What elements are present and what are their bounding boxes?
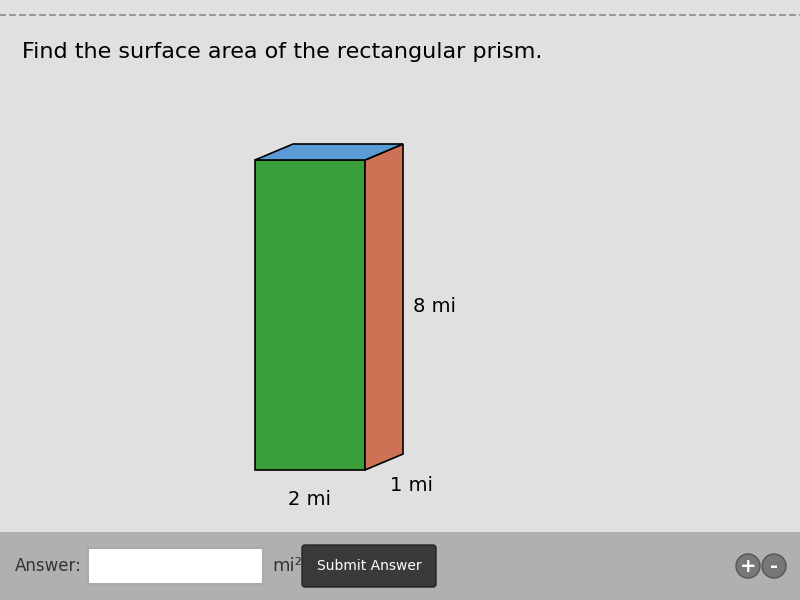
Text: +: + xyxy=(740,557,756,575)
Text: -: - xyxy=(770,557,778,575)
Text: 1 mi: 1 mi xyxy=(390,476,433,495)
FancyBboxPatch shape xyxy=(302,545,436,587)
Text: 2 mi: 2 mi xyxy=(289,490,331,509)
Text: mi²: mi² xyxy=(272,557,302,575)
Text: 8 mi: 8 mi xyxy=(413,298,456,317)
Polygon shape xyxy=(255,160,365,470)
Polygon shape xyxy=(255,144,403,160)
Text: Find the surface area of the rectangular prism.: Find the surface area of the rectangular… xyxy=(22,42,542,62)
Text: Submit Answer: Submit Answer xyxy=(317,559,422,573)
Text: Answer:: Answer: xyxy=(15,557,82,575)
Bar xyxy=(0,532,800,600)
Bar xyxy=(88,548,263,584)
Polygon shape xyxy=(365,144,403,470)
Circle shape xyxy=(736,554,760,578)
Circle shape xyxy=(762,554,786,578)
